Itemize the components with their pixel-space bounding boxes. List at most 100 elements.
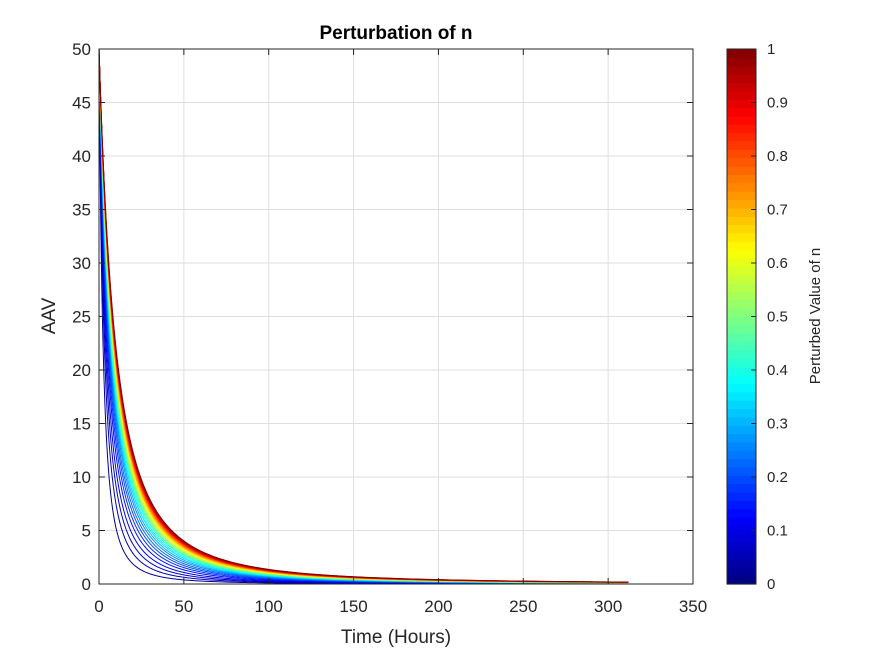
colorbar-swatch [727,316,756,326]
colorbar-swatch [727,475,756,485]
colorbar-swatch [727,567,756,577]
colorbar-swatch [727,441,756,451]
y-tick-label: 15 [72,415,91,434]
colorbar-swatch [727,400,756,410]
x-tick-label: 100 [255,597,283,616]
chart-title: Perturbation of n [319,23,472,44]
colorbar-swatch [727,199,756,209]
y-tick-label: 0 [82,575,91,594]
colorbar-swatch [727,542,756,552]
colorbar-swatch [727,425,756,435]
x-tick-label: 200 [424,597,452,616]
colorbar-swatch [727,341,756,351]
colorbar-swatch [727,366,756,376]
colorbar-swatch [727,149,756,159]
colorbar-tick-label: 0.3 [767,416,788,433]
colorbar-swatch [727,49,756,58]
y-tick-label: 30 [72,254,91,273]
colorbar-swatch [727,266,756,276]
x-axis-label: Time (Hours) [341,627,451,648]
colorbar-swatch [727,107,756,117]
x-tick-label: 50 [174,597,193,616]
x-tick-label: 300 [594,597,622,616]
x-tick-label: 150 [339,597,367,616]
colorbar-swatch [727,299,756,309]
colorbar-swatch [727,358,756,368]
colorbar-swatch [727,232,756,242]
colorbar-swatch [727,458,756,468]
colorbar-tick-label: 1 [767,41,775,58]
colorbar-swatch [727,65,756,75]
colorbar-tick-label: 0.1 [767,523,788,540]
colorbar-swatch [727,174,756,184]
colorbar-swatch [727,333,756,343]
colorbar-swatch [727,257,756,267]
colorbar-swatch [727,558,756,568]
y-tick-label: 5 [82,522,91,541]
colorbar-swatch [727,249,756,259]
colorbar-swatch [727,274,756,284]
colorbar-swatch [727,383,756,393]
colorbar-swatch [727,349,756,359]
colorbar-tick-label: 0.9 [767,95,788,112]
colorbar-swatch [727,533,756,543]
axis-ticks: 0 50 100 150 200 250 300 350 0 5 10 15 20 25 30 35 40 45 5… [72,40,707,616]
colorbar-swatch [727,416,756,426]
colorbar-swatch [727,241,756,251]
colorbar-swatch [727,291,756,301]
colorbar-tick-label: 0 [767,576,775,593]
colorbar-tick-label: 0.7 [767,202,788,219]
colorbar-swatch [727,450,756,460]
colorbar-swatch [727,82,756,92]
y-tick-label: 10 [72,468,91,487]
colorbar-swatch [727,207,756,217]
colorbar-swatch [727,182,756,192]
colorbar-swatch [727,517,756,527]
colorbar-swatch [727,483,756,493]
colorbar-swatch [727,74,756,84]
colorbar-swatch [727,466,756,476]
colorbar-swatch [727,115,756,125]
colorbar-tick-label: 0.5 [767,309,788,326]
colorbar-swatch [727,308,756,318]
colorbar-swatch [727,375,756,384]
x-tick-label: 250 [509,597,537,616]
series-line [98,48,629,583]
colorbar-tick-label: 0.6 [767,255,788,272]
grid-lines [99,49,693,584]
colorbar-swatch [727,191,756,201]
colorbar-tick-label: 0.8 [767,148,788,165]
y-tick-label: 40 [72,147,91,166]
y-tick-label: 45 [72,94,91,113]
x-tick-label: 350 [679,597,707,616]
y-tick-label: 20 [72,361,91,380]
colorbar-swatch [727,140,756,150]
colorbar-swatch [727,216,756,226]
colorbar-swatch [727,99,756,109]
colorbar-swatch [727,391,756,401]
colorbar-swatch [727,157,756,167]
colorbar-swatch [727,408,756,418]
x-tick-label: 0 [94,597,103,616]
y-tick-label: 50 [72,40,91,59]
colorbar-label: Perturbed Value of n [807,248,824,384]
colorbar-ticks: 0 0.1 0.2 0.3 0.4 0.5 0.6 0.7 0.8 0.9 1 [751,41,788,593]
y-axis-label: AAV [39,297,60,334]
colorbar-swatch [727,550,756,560]
colorbar-swatch [727,508,756,518]
y-tick-label: 25 [72,308,91,327]
colorbar-swatch [727,224,756,234]
colorbar-swatch [727,433,756,443]
colorbar-tick-label: 0.4 [767,362,788,379]
y-tick-label: 35 [72,201,91,220]
colorbar-swatch [727,492,756,502]
colorbar-swatch [727,283,756,293]
colorbar-swatch [727,132,756,142]
colorbar [727,49,756,585]
colorbar-swatch [727,324,756,334]
colorbar-swatch [727,166,756,175]
colorbar-swatch [727,124,756,134]
colorbar-tick-label: 0.2 [767,469,788,486]
colorbar-swatch [727,57,756,67]
